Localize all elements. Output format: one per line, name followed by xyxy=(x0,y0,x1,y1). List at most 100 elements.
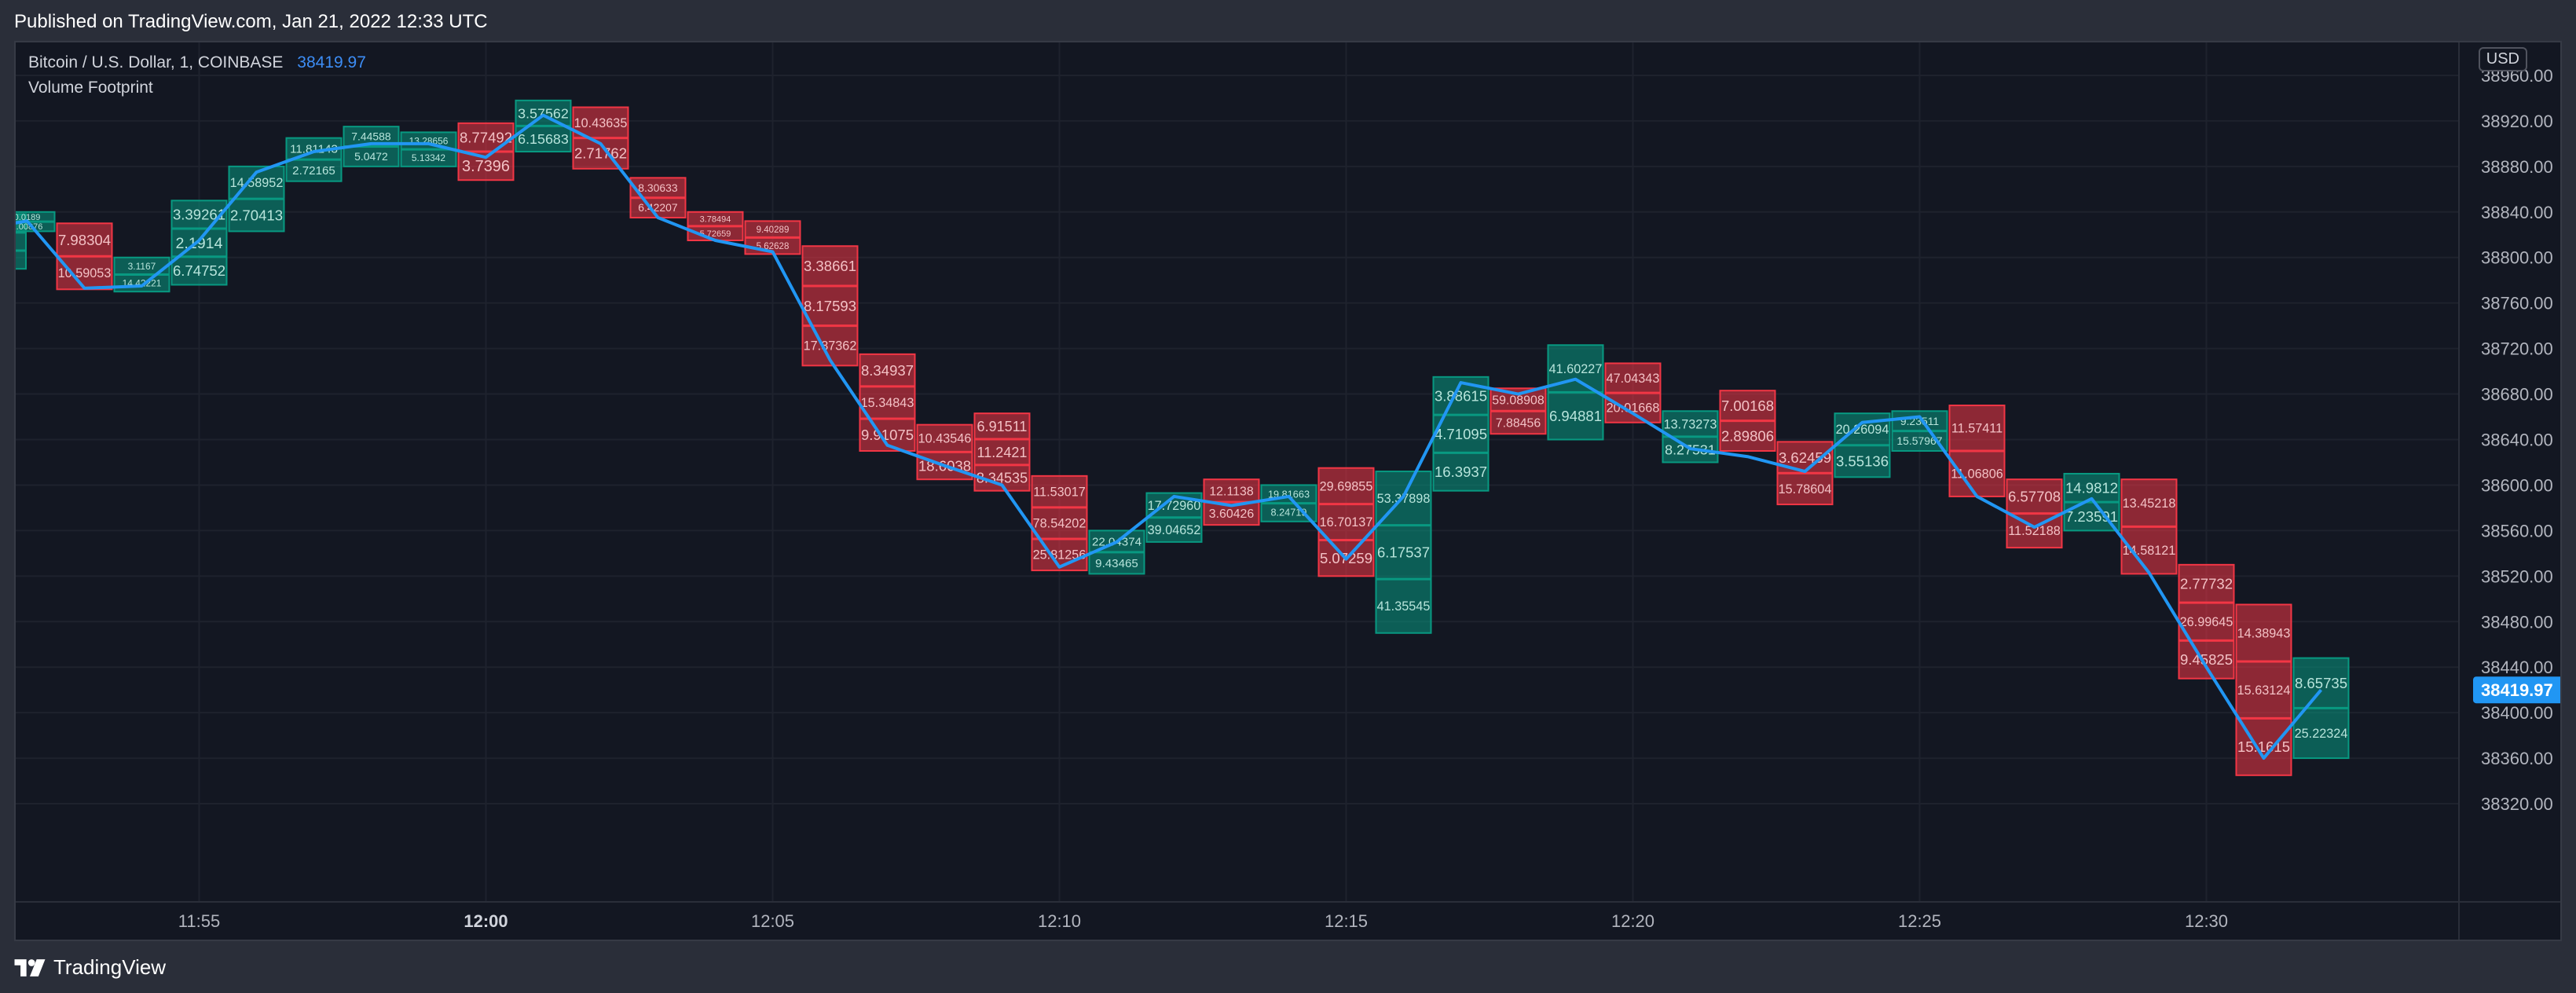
footprint-volume-label: 15.34843 xyxy=(861,396,914,410)
footprint-bar[interactable]: 6.57708 11.52188 xyxy=(2006,478,2063,549)
currency-selector[interactable]: USD xyxy=(2478,47,2527,71)
footprint-bar[interactable]: 14.38943 15.63124 15.1615 xyxy=(2235,603,2292,776)
footprint-volume-label: 8.34937 xyxy=(861,362,914,379)
footprint-volume-label: 14.38943 xyxy=(2237,626,2291,640)
footprint-bar[interactable]: 11.53017 78.54202 25.81256 xyxy=(1031,475,1088,572)
footprint-volume-label: 13.45218 xyxy=(2123,496,2176,511)
y-tick-label: 38920.00 xyxy=(2481,112,2553,131)
footprint-bar[interactable]: 41.60227 6.94881 xyxy=(1547,344,1604,441)
indicator-title[interactable]: Volume Footprint xyxy=(28,79,153,97)
footprint-volume-label: 16.3937 xyxy=(1435,464,1487,480)
footprint-volume-label: 2.72165 xyxy=(292,164,335,178)
footprint-volume-label: 11.52188 xyxy=(2008,524,2061,538)
footprint-volume-label: 41.60227 xyxy=(1549,362,1603,376)
footprint-volume-label: 0.0189 xyxy=(16,213,40,222)
x-tick-label: 12:15 xyxy=(1325,911,1368,931)
footprint-bar[interactable]: 11.81143 2.72165 xyxy=(285,137,343,182)
footprint-bar[interactable]: 2.77732 26.99645 9.45825 xyxy=(2178,563,2235,680)
x-tick-label: 12:05 xyxy=(751,911,794,931)
footprint-bar[interactable]: 8.65735 25.22324 xyxy=(2292,657,2350,760)
footprint-volume-label: 4.71095 xyxy=(1435,426,1487,442)
footprint-bar[interactable]: 7.44588 5.0472 xyxy=(343,126,400,167)
footprint-volume-label: 3.7396 xyxy=(462,158,510,175)
footprint-bar[interactable]: 8.30633 6.42207 xyxy=(629,177,687,219)
footprint-box xyxy=(170,200,228,286)
tradingview-brand[interactable]: TradingView xyxy=(14,955,166,980)
footprint-bar[interactable]: 10.43635 2.71762 xyxy=(572,106,629,170)
y-tick-label: 38800.00 xyxy=(2481,248,2553,268)
time-axis[interactable]: 11:55 12:00 12:05 12:10 12:15 12:20 12:25 12:30 xyxy=(178,911,2228,931)
footprint-volume-label: 15.1615 xyxy=(2237,738,2290,755)
footprint-volume-label: 17.87362 xyxy=(804,339,857,354)
footprint-bar[interactable]: 3.57562 6.15683 xyxy=(515,99,572,153)
footprint-volume-label: 53.37898 xyxy=(1377,492,1431,506)
legend-symbol-row[interactable]: Bitcoin / U.S. Dollar, 1, COINBASE 38419… xyxy=(28,50,366,75)
y-tick-label: 38400.00 xyxy=(2481,703,2553,723)
footprint-bar[interactable]: 3.38661 8.17593 17.87362 xyxy=(801,245,859,367)
last-price-label: 38419.97 xyxy=(2481,680,2553,700)
footprint-volume-label: 17.72960 xyxy=(1148,499,1201,513)
footprint-bar[interactable]: 17.72960 39.04652 xyxy=(1145,492,1203,543)
footprint-volume-label: 3.39261 xyxy=(173,207,225,223)
footprint-volume-label: 20.26094 xyxy=(1836,423,1889,437)
footprint-volume-label: 3.60426 xyxy=(1209,507,1255,521)
footprint-volume-label: 3.1167 xyxy=(128,261,156,272)
y-tick-label: 38440.00 xyxy=(2481,658,2553,677)
footprint-volume-label: 2.89806 xyxy=(1721,427,1774,444)
footprint-volume-label: 8.17593 xyxy=(804,298,856,314)
y-tick-label: 38320.00 xyxy=(2481,794,2553,814)
footprint-volume-label: 8.24719 xyxy=(1270,507,1306,518)
footprint-bar[interactable]: 8.34937 15.34843 9.91075 xyxy=(859,353,916,452)
footprint-volume-label: 6.57708 xyxy=(2008,488,2061,504)
footprint-box xyxy=(1031,475,1088,572)
footprint-bar[interactable]: 14.58952 2.70413 xyxy=(228,165,285,233)
symbol-title[interactable]: Bitcoin / U.S. Dollar, 1, COINBASE xyxy=(28,53,284,71)
legend-indicator-row[interactable]: Volume Footprint xyxy=(28,75,366,101)
footprint-bar[interactable]: 3.39261 2.1914 6.74752 xyxy=(170,200,228,286)
footprint-volume-label: 59.08908 xyxy=(1492,394,1545,407)
footprint-bar[interactable]: 53.37898 6.17537 41.35545 xyxy=(1375,471,1432,634)
footprint-bar[interactable]: 59.08908 7.88456 xyxy=(1490,387,1547,435)
brand-name[interactable]: TradingView xyxy=(53,955,167,979)
grid xyxy=(16,42,2459,902)
footprint-bar[interactable]: 20.26094 3.55136 xyxy=(1834,412,1891,478)
footprint-volume-label: 2.1914 xyxy=(175,235,222,252)
footprint-volume-label: 9.43465 xyxy=(1095,557,1138,570)
published-text: Published on TradingView.com, Jan 21, 20… xyxy=(14,11,488,32)
footprint-bar[interactable]: 3.88615 4.71095 16.3937 xyxy=(1432,376,1490,492)
footprint-volume-label: 25.22324 xyxy=(2295,727,2348,741)
footprint-volume-label: 3.88615 xyxy=(1435,387,1487,404)
footprint-box xyxy=(1432,376,1490,492)
footprint-bar[interactable]: 7.98304 10.59053 xyxy=(56,222,113,291)
footprint-volume-label: 14.58952 xyxy=(230,176,284,190)
footprint-volume-label: 7.88456 xyxy=(1496,416,1541,430)
footprint-volume-label: 78.54202 xyxy=(1033,517,1086,531)
footprint-bar[interactable]: 7.00168 2.89806 xyxy=(1719,390,1776,452)
y-tick-label: 38520.00 xyxy=(2481,566,2553,586)
footprint-bar[interactable]: 8.77492 3.7396 xyxy=(457,122,515,181)
footprint-bar[interactable]: 14.9812 7.23591 xyxy=(2063,472,2120,532)
footprint-chart[interactable]: 1.80.01892.008767.9830410.590533.116714.… xyxy=(16,42,2560,940)
y-tick-label: 38880.00 xyxy=(2481,157,2553,177)
legend-last-price: 38419.97 xyxy=(297,53,366,71)
footprint-box xyxy=(1317,467,1375,577)
footprint-box xyxy=(2178,563,2235,680)
footprint-box xyxy=(801,245,859,367)
footprint-volume-label: 7.00168 xyxy=(1721,398,1774,414)
footprint-bars: 1.80.01892.008767.9830410.590533.116714.… xyxy=(16,99,2350,776)
chart-legend: Bitcoin / U.S. Dollar, 1, COINBASE 38419… xyxy=(28,50,366,101)
y-tick-label: 38840.00 xyxy=(2481,203,2553,222)
footprint-volume-label: 3.57562 xyxy=(518,105,569,121)
chart-panel[interactable]: 1.80.01892.008767.9830410.590533.116714.… xyxy=(14,41,2562,941)
footprint-volume-label: 15.78604 xyxy=(1779,482,1832,496)
footprint-volume-label: 16.70137 xyxy=(1320,515,1373,529)
footprint-volume-label: 8.65735 xyxy=(2295,675,2347,691)
footprint-volume-label: 11.2421 xyxy=(977,445,1028,460)
last-price-marker xyxy=(2473,676,2560,704)
